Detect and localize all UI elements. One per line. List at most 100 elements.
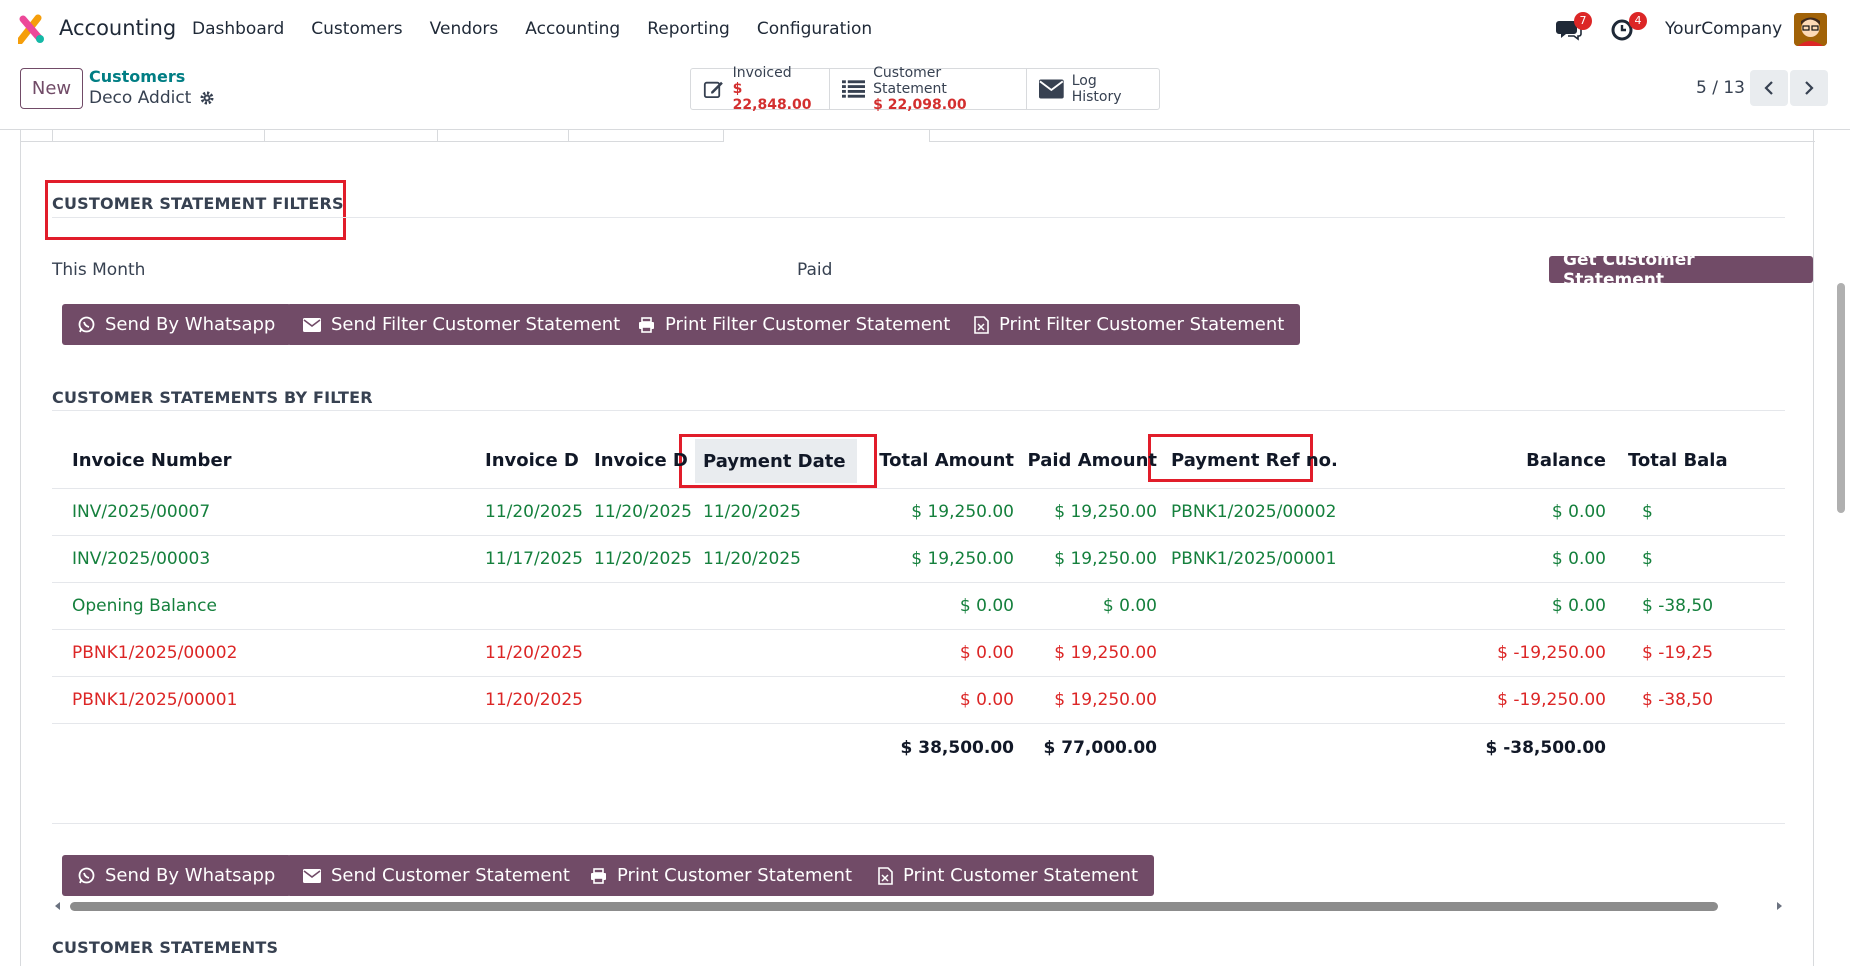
print-customer-statement-excel-button[interactable]: Print Customer Statement — [862, 855, 1155, 896]
cell-balance: $ -19,250.00 — [1497, 643, 1606, 663]
user-avatar[interactable] — [1794, 13, 1827, 46]
button-label: Print Customer Statement — [903, 865, 1139, 886]
tab-divider — [568, 130, 569, 142]
tab-divider — [723, 130, 724, 142]
menu-reporting[interactable]: Reporting — [647, 19, 730, 39]
smart-value: $ 22,098.00 — [873, 97, 967, 113]
table-row[interactable]: INV/2025/00007 11/20/2025 11/20/2025 11/… — [52, 489, 1785, 536]
smart-button-invoiced[interactable]: Invoiced $ 22,848.00 — [691, 65, 830, 113]
cell-paid-amount: $ 19,250.00 — [1054, 502, 1157, 522]
menu-customers[interactable]: Customers — [311, 19, 403, 39]
cell-invoice-due-date: 11/20/2025 — [594, 549, 692, 569]
menu-vendors[interactable]: Vendors — [429, 19, 499, 39]
button-label: Send By Whatsapp — [105, 314, 276, 335]
breadcrumb-customers[interactable]: Customers — [89, 67, 186, 86]
cell-invoice-number: PBNK1/2025/00002 — [72, 643, 238, 663]
get-customer-statement-button[interactable]: Get Customer Statement — [1549, 250, 1813, 290]
highlight-box — [679, 434, 877, 488]
clock-icon — [1611, 19, 1633, 41]
cell-total-balance: $ — [1642, 549, 1653, 569]
file-excel-icon — [878, 866, 893, 885]
cell-payment-date: 11/20/2025 — [703, 502, 801, 522]
filter-status[interactable]: Paid — [797, 260, 833, 280]
cell-total-balance: $ — [1642, 502, 1653, 522]
app-logo-icon[interactable] — [18, 14, 46, 44]
vertical-scroll-thumb[interactable] — [1837, 283, 1845, 513]
pager-previous-button[interactable] — [1750, 70, 1788, 106]
menu-accounting[interactable]: Accounting — [525, 19, 621, 39]
table-row[interactable]: PBNK1/2025/00002 11/20/2025 $ 0.00 $ 19,… — [52, 630, 1785, 677]
col-invoice-date[interactable]: Invoice D... — [485, 450, 580, 471]
scroll-left-icon[interactable] — [54, 901, 62, 911]
table-row[interactable]: INV/2025/00003 11/17/2025 11/20/2025 11/… — [52, 536, 1785, 583]
cell-payment-ref: PBNK1/2025/00001 — [1171, 549, 1337, 569]
company-switcher[interactable]: YourCompany — [1665, 19, 1783, 39]
cell-total-balance: $ -19,25 — [1642, 643, 1714, 663]
file-excel-icon — [974, 315, 989, 334]
messages-button[interactable]: 7 — [1556, 12, 1592, 41]
col-payment-ref[interactable]: Payment Ref no. — [1171, 450, 1338, 471]
col-paid-amount[interactable]: Paid Amount — [1027, 450, 1157, 471]
send-filter-statement-button[interactable]: Send Filter Customer Statement — [287, 304, 637, 345]
column-label: Payment Date — [703, 450, 846, 472]
tab-divider — [929, 130, 930, 142]
smart-label: Customer Statement — [873, 65, 947, 97]
balance-sum: $ -38,500.00 — [1485, 737, 1606, 758]
cell-invoice-due-date: 11/20/2025 — [594, 502, 692, 522]
smart-button-customer-statement[interactable]: Customer Statement $ 22,098.00 — [830, 65, 1027, 113]
smart-button-log-history[interactable]: Log History — [1027, 69, 1159, 109]
cell-invoice-date: 11/20/2025 — [485, 502, 583, 522]
record-name: Deco Addict — [89, 88, 192, 108]
cell-paid-amount: $ 19,250.00 — [1054, 549, 1157, 569]
cell-total-amount: $ 0.00 — [959, 643, 1014, 663]
horizontal-scrollbar[interactable] — [52, 899, 1785, 913]
gear-icon[interactable] — [199, 90, 215, 106]
scroll-right-icon[interactable] — [1775, 901, 1783, 911]
button-label: Send By Whatsapp — [105, 865, 276, 886]
cell-total-amount: $ 19,250.00 — [911, 502, 1014, 522]
col-invoice-due-date[interactable]: Invoice D... — [594, 450, 689, 471]
section-separator — [52, 410, 1785, 411]
button-label: Print Customer Statement — [617, 865, 853, 886]
cell-invoice-number: INV/2025/00007 — [72, 502, 211, 522]
cell-invoice-date: 11/20/2025 — [485, 643, 583, 663]
pager-value[interactable]: 5 / 13 — [1696, 78, 1745, 98]
filters-title: CUSTOMER STATEMENT FILTERS — [52, 194, 344, 213]
print-filter-statement-button[interactable]: Print Filter Customer Statement — [622, 304, 967, 345]
activities-button[interactable]: 4 — [1611, 12, 1647, 41]
cell-balance: $ 0.00 — [1551, 596, 1606, 616]
cell-paid-amount: $ 0.00 — [1102, 596, 1157, 616]
send-whatsapp-filter-button[interactable]: Send By Whatsapp — [62, 304, 292, 345]
vertical-scrollbar[interactable] — [1833, 130, 1847, 966]
cell-invoice-date: 11/20/2025 — [485, 690, 583, 710]
table-row[interactable]: PBNK1/2025/00001 11/20/2025 $ 0.00 $ 19,… — [52, 677, 1785, 724]
horizontal-scroll-thumb[interactable] — [70, 902, 1718, 911]
send-whatsapp-button[interactable]: Send By Whatsapp — [62, 855, 292, 896]
table-totals-row: $ 38,500.00 $ 77,000.00 $ -38,500.00 — [52, 724, 1785, 771]
app-name[interactable]: Accounting — [59, 16, 177, 40]
send-customer-statement-button[interactable]: Send Customer Statement — [287, 855, 586, 896]
table-row[interactable]: Opening Balance $ 0.00 $ 0.00 $ 0.00 $ -… — [52, 583, 1785, 630]
new-button[interactable]: New — [20, 68, 83, 109]
menu-dashboard[interactable]: Dashboard — [192, 19, 285, 39]
cell-invoice-number: Opening Balance — [72, 596, 217, 616]
col-total-amount[interactable]: Total Amount — [879, 450, 1014, 471]
cell-invoice-date: 11/17/2025 — [485, 549, 583, 569]
col-payment-date[interactable]: Payment Date — [695, 439, 857, 483]
print-filter-statement-excel-button[interactable]: Print Filter Customer Statement — [958, 304, 1301, 345]
col-balance[interactable]: Balance — [1526, 450, 1606, 471]
filter-period[interactable]: This Month — [52, 260, 146, 280]
control-panel: New Customers Deco Addict Invoiced $ 22,… — [0, 58, 1850, 130]
menu-configuration[interactable]: Configuration — [756, 19, 873, 39]
highlight-box — [1148, 434, 1313, 482]
cell-paid-amount: $ 19,250.00 — [1054, 690, 1157, 710]
button-label: Send Customer Statement — [331, 865, 570, 886]
pager-next-button[interactable] — [1790, 70, 1828, 106]
notebook-tabs — [21, 130, 1815, 142]
col-invoice-number[interactable]: Invoice Number — [72, 450, 232, 471]
form-sheet: CUSTOMER STATEMENT FILTERS This Month Pa… — [20, 130, 1815, 966]
col-total-balance[interactable]: Total Bala — [1628, 450, 1728, 471]
button-label: Print Filter Customer Statement — [665, 314, 951, 335]
print-customer-statement-button[interactable]: Print Customer Statement — [574, 855, 869, 896]
cell-balance: $ -19,250.00 — [1497, 690, 1606, 710]
